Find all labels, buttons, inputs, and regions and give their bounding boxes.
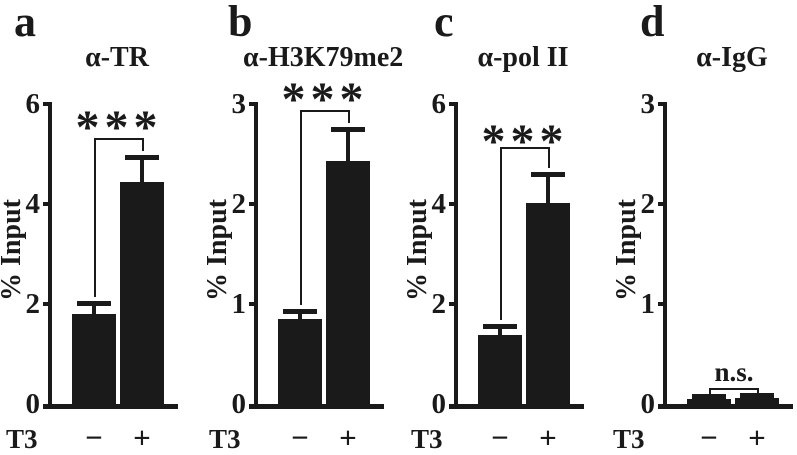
- significance-bracket-left-arm: [94, 138, 96, 297]
- condition-label-minus: −: [491, 420, 509, 455]
- panel-letter: a: [14, 0, 36, 46]
- y-tick-mark: [449, 202, 458, 206]
- panel-letter: b: [228, 0, 253, 46]
- panel-letter: d: [640, 0, 665, 46]
- error-bar: [298, 311, 302, 319]
- x-axis-line: [658, 404, 793, 409]
- condition-label-plus: +: [339, 420, 357, 455]
- panel-letter: c: [434, 0, 454, 46]
- panel-c: c α-pol II% Input 0 2 4 6 *** T3− +: [402, 0, 607, 455]
- significance-bracket-left-arm: [300, 110, 302, 305]
- significance-bracket-right-arm: [757, 388, 759, 397]
- significance-bracket: [94, 138, 144, 140]
- significance-bracket-left-arm: [709, 388, 711, 397]
- y-tick-mark: [43, 302, 52, 306]
- y-tick-mark: [658, 102, 667, 106]
- y-tick-mark: [43, 102, 52, 106]
- error-bar: [92, 303, 96, 314]
- y-tick-label: 6: [431, 88, 447, 120]
- condition-label-plus: +: [539, 420, 557, 455]
- error-bar-cap: [125, 154, 159, 160]
- y-axis-line: [254, 102, 258, 409]
- y-axis-line: [454, 102, 458, 409]
- error-bar: [546, 174, 550, 203]
- y-axis-line: [48, 102, 52, 409]
- y-tick-label: 0: [640, 388, 656, 420]
- bar-minus-t3: [478, 335, 522, 404]
- condition-label-plus: +: [133, 420, 151, 455]
- significance-bracket-right-arm: [142, 138, 144, 151]
- bar-plus-t3: [526, 203, 570, 404]
- y-tick-label: 3: [231, 88, 247, 120]
- x-axis-title: T3: [613, 424, 645, 454]
- x-axis-line: [249, 404, 384, 409]
- x-axis-title: T3: [209, 424, 241, 454]
- y-tick-label: 0: [431, 388, 447, 420]
- x-axis-line: [43, 404, 178, 409]
- y-tick-label: 2: [431, 288, 447, 320]
- panel-title: α-H3K79me2: [243, 42, 404, 73]
- y-tick-label: 3: [640, 88, 656, 120]
- y-tick-label: 6: [25, 88, 41, 120]
- significance-bracket: [709, 388, 759, 390]
- error-bar: [346, 129, 350, 161]
- error-bar-cap: [283, 309, 317, 314]
- y-tick-label: 1: [640, 288, 656, 320]
- error-bar-cap: [483, 324, 517, 329]
- y-tick-label: 2: [231, 188, 247, 220]
- x-axis-title: T3: [6, 424, 38, 454]
- error-bar-cap: [331, 127, 365, 132]
- significance-bracket: [500, 147, 550, 149]
- panel-b: b α-H3K79me2% Input 0 1 2 3 *** T3− +: [202, 0, 405, 455]
- y-tick-mark: [449, 302, 458, 306]
- y-tick-mark: [449, 102, 458, 106]
- condition-label-plus: +: [748, 420, 766, 455]
- bar-plus-t3: [120, 181, 164, 404]
- significance-label: ***: [281, 73, 369, 126]
- error-bar: [140, 156, 144, 182]
- significance-bracket-right-arm: [548, 147, 550, 168]
- significance-label: ***: [75, 101, 163, 154]
- error-bar: [498, 326, 502, 335]
- significance-bracket-right-arm: [348, 110, 350, 123]
- significance-bracket: [300, 110, 350, 112]
- panel-title: α-IgG: [696, 42, 768, 73]
- bar-plus-t3: [326, 161, 370, 404]
- error-bar-cap: [77, 301, 111, 306]
- significance-label: ***: [481, 115, 569, 168]
- significance-bracket-left-arm: [500, 147, 502, 320]
- x-axis-line: [449, 404, 584, 409]
- y-tick-label: 2: [640, 188, 656, 220]
- y-tick-label: 4: [25, 188, 41, 220]
- y-tick-label: 0: [25, 388, 41, 420]
- y-tick-label: 4: [431, 188, 447, 220]
- panel-title: α-pol II: [477, 42, 569, 73]
- y-tick-label: 2: [25, 288, 41, 320]
- bar-minus-t3: [72, 314, 116, 404]
- y-tick-mark: [658, 302, 667, 306]
- y-tick-mark: [43, 202, 52, 206]
- bar-plus-t3: [735, 398, 779, 404]
- y-tick-label: 0: [231, 388, 247, 420]
- y-tick-mark: [658, 202, 667, 206]
- y-tick-mark: [249, 102, 258, 106]
- y-tick-mark: [249, 202, 258, 206]
- condition-label-minus: −: [700, 420, 718, 455]
- significance-label: n.s.: [714, 357, 754, 387]
- panel-d: d α-IgG% Input 0 1 2 3 n.s. T3− +: [607, 0, 797, 455]
- y-tick-mark: [249, 302, 258, 306]
- error-bar-cap: [531, 172, 565, 177]
- bar-minus-t3: [278, 319, 322, 404]
- condition-label-minus: −: [291, 420, 309, 455]
- x-axis-title: T3: [411, 424, 443, 454]
- y-tick-label: 1: [231, 288, 247, 320]
- y-axis-line: [663, 102, 667, 409]
- panel-title: α-TR: [85, 42, 149, 73]
- bar-minus-t3: [687, 399, 731, 404]
- condition-label-minus: −: [85, 420, 103, 455]
